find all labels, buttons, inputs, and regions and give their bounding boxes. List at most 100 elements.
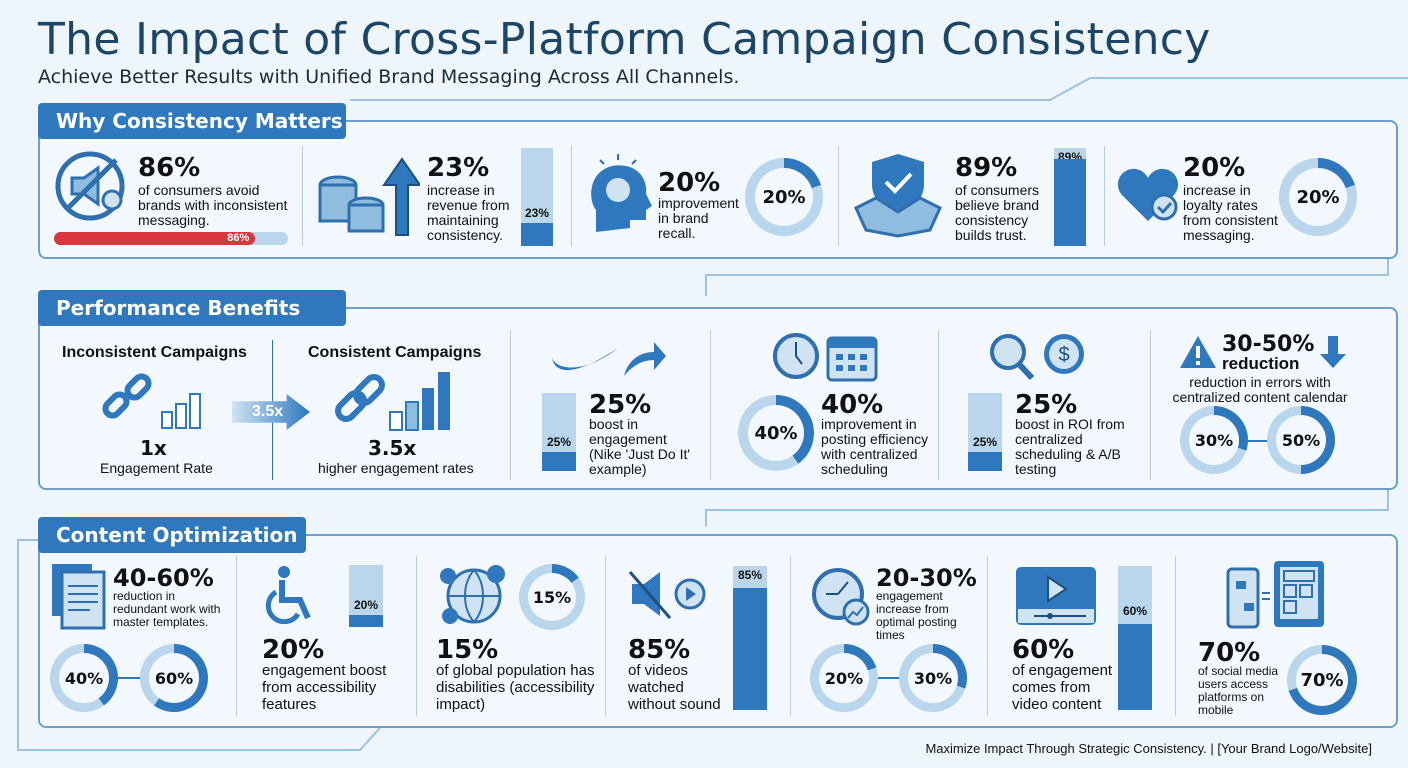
errors-low-label: 30% [1189, 415, 1239, 465]
posting-times-value: 20-30% [876, 564, 977, 592]
arrow-down-icon [1318, 334, 1348, 375]
divider [790, 556, 791, 716]
performance-section-title: Performance Benefits [38, 290, 346, 326]
roi-value: 25% [1015, 390, 1078, 420]
revenue-bar-label: 23% [524, 206, 550, 221]
roi-text: boost in ROI from centralized scheduling… [1015, 416, 1125, 477]
why-stat-1-text: of consumers avoid brands with inconsist… [138, 182, 288, 228]
video-content-text: of engagement comes from video content [1012, 662, 1113, 713]
disability-value: 15% [436, 635, 499, 665]
disability-donut-label: 15% [528, 573, 576, 621]
video-player-icon [1014, 565, 1098, 632]
muted-video-bar-fill [733, 587, 767, 710]
why-stat-1-value: 86% [138, 153, 201, 183]
why-section-title: Why Consistency Matters [38, 103, 346, 139]
efficiency-donut: 40% [738, 395, 814, 471]
errors-low-donut: 30% [1180, 406, 1248, 474]
video-content-bar: 60% [1118, 566, 1152, 710]
why-stat-5-text: increase in loyalty rates from consisten… [1183, 182, 1278, 243]
posting-high-label: 30% [908, 653, 958, 703]
shield-handshake-icon [852, 150, 944, 247]
divider [987, 556, 988, 716]
broken-link-icon [100, 372, 210, 437]
loyalty-donut: 20% [1279, 158, 1357, 236]
muted-video-bar: 85% [733, 566, 767, 710]
globe-people-icon [436, 560, 508, 637]
performance-section [38, 307, 1398, 490]
accessibility-value: 20% [262, 635, 325, 665]
nike-text: boost in engagement (Nike 'Just Do It' e… [589, 416, 691, 477]
inconsistent-title: Inconsistent Campaigns [62, 344, 247, 361]
clock-calendar-icon [772, 332, 882, 387]
templates-low-donut: 40% [50, 644, 118, 712]
accessibility-bar: 20% [349, 565, 383, 627]
inconsistent-value: 1x [140, 436, 167, 460]
content-section-title: Content Optimization [38, 517, 306, 553]
page-title: The Impact of Cross-Platform Campaign Co… [38, 14, 1211, 65]
no-megaphone-icon [54, 150, 130, 231]
errors-value: 30-50% [1222, 332, 1315, 357]
posting-low-label: 20% [819, 653, 869, 703]
templates-low-label: 40% [59, 653, 109, 703]
mobile-text: of social media users access platforms o… [1198, 664, 1279, 717]
muted-video-bar-label: 85% [737, 568, 763, 582]
efficiency-text: improvement in posting efficiency with c… [821, 416, 929, 477]
divider [416, 556, 417, 716]
nike-bar: 25% [542, 393, 576, 471]
divider [605, 556, 606, 716]
errors-value-unit: reduction [1222, 354, 1300, 373]
recall-donut: 20% [745, 158, 823, 236]
accessibility-bar-label: 20% [353, 597, 379, 612]
why-stat-4-value: 89% [955, 153, 1018, 183]
muted-video-value: 85% [628, 635, 691, 665]
roi-bar: 25% [968, 393, 1002, 471]
muted-video-text: of videos watched without sound [628, 662, 721, 713]
heart-check-icon [1116, 165, 1182, 230]
divider [302, 146, 303, 246]
footer-text: Maximize Impact Through Strategic Consis… [925, 741, 1372, 756]
coins-arrow-up-icon [316, 155, 422, 244]
clock-trend-icon [810, 566, 874, 635]
revenue-bar: 23% [521, 148, 553, 246]
roi-bar-fill [968, 451, 1002, 471]
range-connector [870, 677, 910, 679]
consistent-title: Consistent Campaigns [308, 344, 482, 361]
why-stat-2-text: increase in revenue from maintaining con… [427, 182, 510, 243]
lightbulb-head-icon [586, 152, 652, 243]
divider [510, 330, 511, 480]
chain-link-icon [332, 368, 462, 439]
avoid-progress-fill: 86% [54, 232, 256, 245]
trust-bar: 89% [1054, 148, 1086, 246]
range-connector [1240, 440, 1272, 442]
video-content-bar-fill [1118, 623, 1152, 710]
divider [1150, 330, 1151, 480]
why-stat-4-text: of consumers believe brand consistency b… [955, 182, 1040, 243]
why-stat-2-value: 23% [427, 153, 490, 183]
why-stat-5-value: 20% [1183, 153, 1246, 183]
video-content-value: 60% [1012, 635, 1075, 665]
posting-high-donut: 30% [899, 644, 967, 712]
roi-bar-label: 25% [972, 434, 998, 449]
accessibility-bar-fill [349, 614, 383, 627]
templates-high-label: 60% [149, 653, 199, 703]
magnifier-dollar-icon: $ [986, 332, 1096, 389]
why-stat-3-value: 20% [658, 168, 721, 198]
templates-text: reduction in redundant work with master … [113, 589, 221, 629]
mobile-donut: 70% [1287, 645, 1357, 715]
consistent-text: higher engagement rates [318, 460, 474, 476]
revenue-bar-fill [521, 223, 553, 246]
disability-donut: 15% [519, 564, 585, 630]
disability-text: of global population has disabilities (a… [436, 662, 595, 713]
errors-high-donut: 50% [1267, 406, 1335, 474]
divider [1104, 146, 1105, 246]
svg-text:$: $ [1058, 344, 1069, 366]
divider [236, 556, 237, 716]
accessibility-text: engagement boost from accessibility feat… [262, 662, 387, 713]
posting-times-text: engagement increase from optimal posting… [876, 589, 957, 642]
nike-value: 25% [589, 390, 652, 420]
content-section [38, 534, 1398, 728]
range-connector [110, 677, 150, 679]
nike-bar-fill [542, 451, 576, 471]
efficiency-donut-label: 40% [748, 405, 804, 461]
nike-bar-label: 25% [546, 434, 572, 449]
